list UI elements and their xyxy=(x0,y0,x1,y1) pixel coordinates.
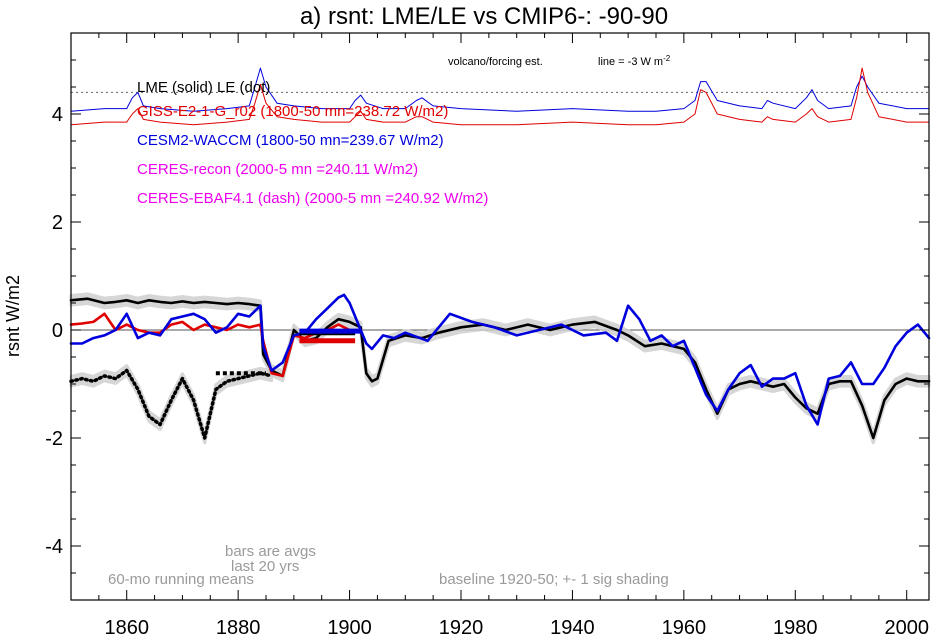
legend-entry-giss: GISS-E2-1-G_r02 (1800-50 mn=238.72 W/m2) xyxy=(137,103,448,120)
x-tick-label-1980: 1980 xyxy=(773,617,818,639)
x-tick-label-1860: 1860 xyxy=(104,617,149,639)
y-tick-label-0: 0 xyxy=(52,320,63,342)
legend-entry-ceres-ebaf: CERES-EBAF4.1 (dash) (2000-5 mn =240.92 … xyxy=(137,190,488,207)
y-tick-label-4: 4 xyxy=(52,104,63,126)
legend-entry-lme-le: LME (solid) LE (dot) xyxy=(137,79,270,96)
x-tick-label-1960: 1960 xyxy=(662,617,707,639)
series-line-1 xyxy=(69,368,274,440)
x-tick-label-1900: 1900 xyxy=(327,617,372,639)
line-label-sup: -2 xyxy=(663,54,671,63)
bars-note-2: last 20 yrs xyxy=(231,558,299,575)
chart-title: a) rsnt: LME/LE vs CMIP6-: -90-90 xyxy=(300,3,668,30)
bars-note-1: bars are avgs xyxy=(225,543,316,560)
y-tick-label--2: -2 xyxy=(45,428,63,450)
legend: LME (solid) LE (dot) GISS-E2-1-G_r02 (18… xyxy=(137,79,488,207)
x-tick-label-1880: 1880 xyxy=(216,617,261,639)
series-line-5 xyxy=(70,67,930,126)
running-mean-note: 60-mo running means xyxy=(108,571,254,588)
y-tick-label-2: 2 xyxy=(52,212,63,234)
plot-area: 1860 1880 1900 1920 1940 1960 1980 2000 -4 -2 0 2 4 xyxy=(45,32,931,639)
annotations: volcano/forcing est. line = -3 W m-2 bar… xyxy=(108,54,671,588)
x-tick-label-2000: 2000 xyxy=(884,617,929,639)
legend-entry-cesm2: CESM2-WACCM (1800-50 mn=239.67 W/m2) xyxy=(137,132,444,149)
series-line-2 xyxy=(69,312,351,378)
volcano-label: volcano/forcing est. xyxy=(448,56,543,68)
x-tick-label-1940: 1940 xyxy=(550,617,595,639)
series-line-0 xyxy=(69,297,931,440)
series-line-4 xyxy=(70,67,930,112)
plot-frame xyxy=(70,32,930,601)
y-axis-label: rsnt W/m2 xyxy=(3,275,23,357)
x-tick-label-1920: 1920 xyxy=(439,617,484,639)
line-label: line = -3 W m-2 xyxy=(598,54,671,68)
series-line-3 xyxy=(69,293,931,426)
baseline-note: baseline 1920-50; +- 1 sig shading xyxy=(439,571,669,588)
legend-entry-ceres-recon: CERES-recon (2000-5 mn =240.11 W/m2) xyxy=(137,161,418,178)
line-label-text: line = -3 W m xyxy=(598,56,663,68)
y-tick-label--4: -4 xyxy=(45,536,63,558)
